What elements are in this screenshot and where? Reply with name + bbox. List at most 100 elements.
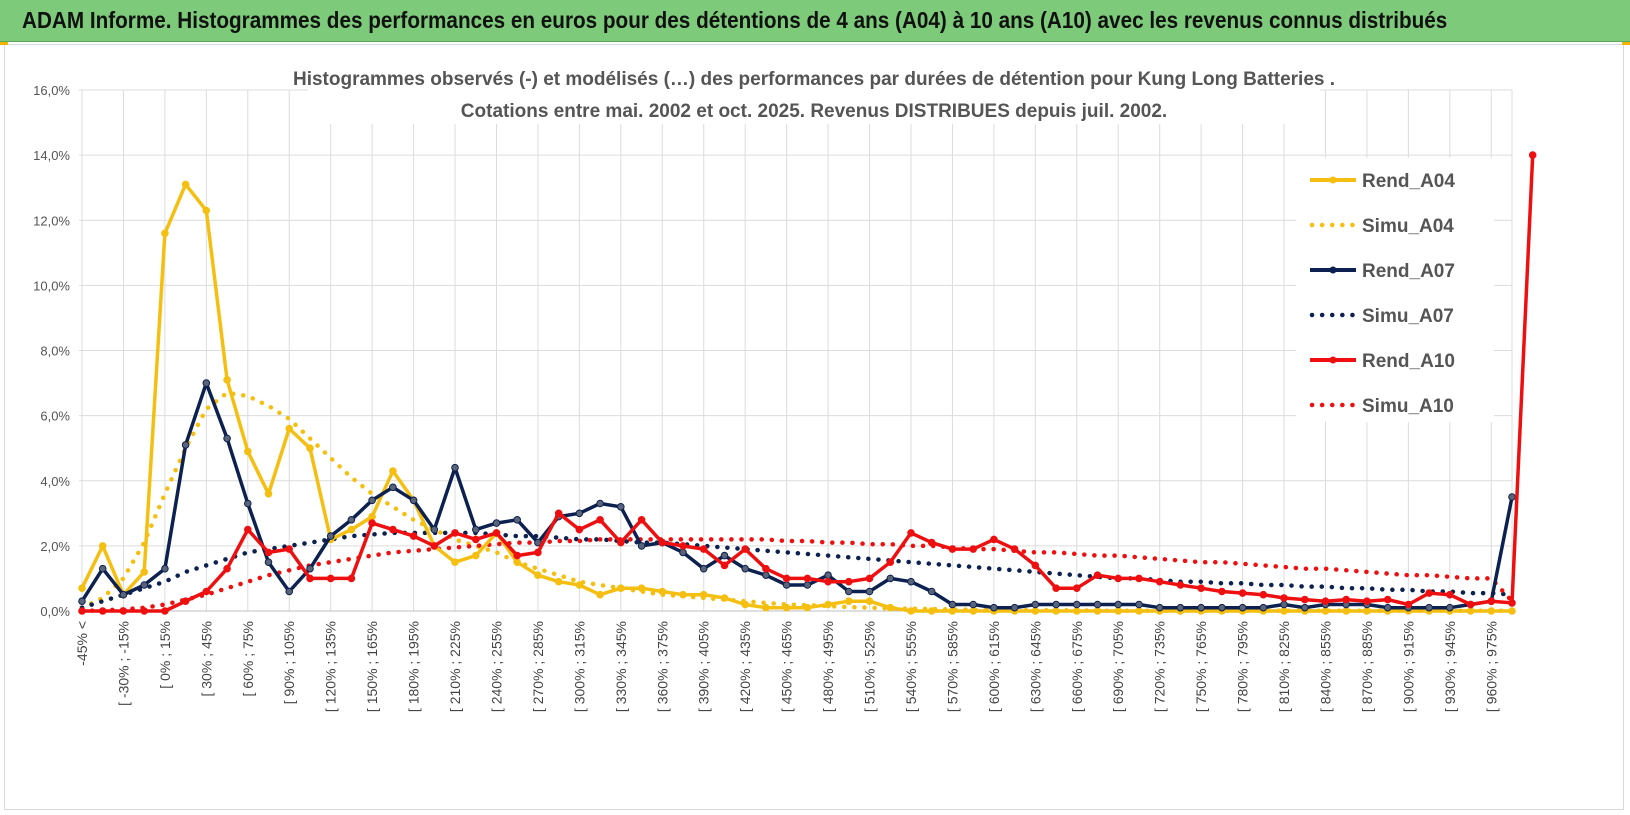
y-tick-label: 16,0% xyxy=(33,83,70,98)
x-tick-label: [ 900% ; 915% xyxy=(1400,621,1416,712)
data-point xyxy=(1508,607,1516,615)
data-point xyxy=(492,529,501,537)
x-tick-label: [ 270% ; 285% xyxy=(530,621,546,712)
data-point xyxy=(161,564,169,573)
x-tick-label: [ 60% ; 75% xyxy=(240,621,256,697)
series-line-rend-a04 xyxy=(80,182,1512,613)
data-point xyxy=(1093,607,1102,615)
x-tick-label: [ 360% ; 375% xyxy=(654,621,670,712)
legend-label: Rend_A10 xyxy=(1362,351,1455,372)
data-point xyxy=(865,597,874,606)
data-point xyxy=(1280,607,1288,615)
data-point xyxy=(1301,595,1309,604)
report-banner: ADAM Informe. Histogrammes des performan… xyxy=(0,0,1630,42)
data-point xyxy=(1176,581,1185,589)
x-tick-label: -45% < xyxy=(74,621,90,666)
data-point xyxy=(1052,584,1060,593)
data-point xyxy=(554,509,563,518)
data-point xyxy=(1135,574,1143,583)
series-simu-a07 xyxy=(79,530,1515,610)
data-point xyxy=(78,607,86,615)
y-tick-label: 2,0% xyxy=(40,539,70,554)
data-point xyxy=(285,587,294,596)
data-point xyxy=(1135,600,1143,609)
data-point xyxy=(98,607,107,615)
data-point xyxy=(1010,545,1019,553)
x-tick-label: [ 300% ; 315% xyxy=(571,621,587,712)
data-point xyxy=(451,558,459,567)
data-point xyxy=(1176,603,1185,612)
x-tick-label: [ 960% ; 975% xyxy=(1483,621,1499,712)
data-point xyxy=(389,525,397,534)
data-point xyxy=(347,516,356,524)
data-point xyxy=(1135,607,1143,615)
data-point xyxy=(1321,607,1330,615)
data-point xyxy=(161,229,169,238)
data-point xyxy=(679,542,687,550)
data-point xyxy=(368,519,376,527)
data-point xyxy=(596,516,604,524)
data-point xyxy=(969,600,978,609)
data-point xyxy=(1031,561,1040,570)
data-point xyxy=(948,607,957,615)
data-point xyxy=(907,529,915,537)
legend: Rend_A04 Simu_A04 Rend_A07 Simu_A07 Rend_A10… xyxy=(1296,158,1494,422)
data-point xyxy=(1301,603,1309,612)
series-lines xyxy=(78,151,1537,615)
data-point xyxy=(824,571,832,580)
data-point xyxy=(845,597,853,606)
data-point xyxy=(1114,600,1122,609)
data-point xyxy=(98,564,107,573)
data-point xyxy=(720,561,729,570)
x-axis-ticks: -45% < [ -30% ; -15% [ 0% ; 15% [ 30% ; 45%… xyxy=(74,621,1499,712)
data-point xyxy=(161,607,169,615)
data-point xyxy=(554,577,563,586)
data-point xyxy=(1280,594,1288,602)
data-point xyxy=(285,424,294,433)
data-point xyxy=(1363,597,1371,606)
data-point xyxy=(140,568,148,576)
data-point xyxy=(637,542,646,550)
data-point xyxy=(845,577,853,586)
data-point xyxy=(451,463,459,472)
corner-mark-right xyxy=(1622,42,1630,45)
y-tick-label: 8,0% xyxy=(40,344,70,359)
data-point xyxy=(1487,597,1496,606)
data-point xyxy=(927,538,936,547)
data-point xyxy=(492,519,501,527)
data-point xyxy=(782,603,791,612)
y-axis-ticks: 0,0% 2,0% 4,0% 6,0% 8,0% 10,0% 12,0% 14,0% 16,0% xyxy=(33,83,70,619)
data-point xyxy=(575,581,584,589)
data-point xyxy=(699,564,708,573)
data-point xyxy=(347,525,356,534)
data-point xyxy=(741,564,750,573)
data-point xyxy=(368,512,376,521)
data-point xyxy=(1093,571,1102,580)
data-point xyxy=(306,574,314,583)
data-point xyxy=(907,577,915,586)
data-point xyxy=(181,180,190,189)
data-point xyxy=(264,490,273,498)
data-point xyxy=(1383,603,1392,612)
x-tick-label: [ 510% ; 525% xyxy=(862,621,878,712)
data-point xyxy=(1031,607,1040,615)
gridlines xyxy=(79,89,1513,612)
data-point xyxy=(927,587,936,596)
x-tick-label: [ 690% ; 705% xyxy=(1110,621,1126,712)
data-point xyxy=(886,558,895,567)
data-point xyxy=(347,574,356,583)
legend-label: Simu_A10 xyxy=(1362,396,1454,417)
data-point xyxy=(534,548,542,557)
legend-background xyxy=(1296,158,1494,422)
data-point xyxy=(181,597,190,606)
data-point xyxy=(1342,607,1350,615)
data-point xyxy=(720,594,729,602)
data-point xyxy=(1466,600,1475,609)
data-point xyxy=(1031,600,1040,609)
data-point xyxy=(658,587,667,596)
data-point xyxy=(98,542,107,550)
corner-mark-left xyxy=(0,42,8,45)
y-tick-label: 6,0% xyxy=(40,409,70,424)
data-point xyxy=(1508,493,1516,501)
legend-item-rend-a07: Rend_A07 xyxy=(1310,261,1455,282)
